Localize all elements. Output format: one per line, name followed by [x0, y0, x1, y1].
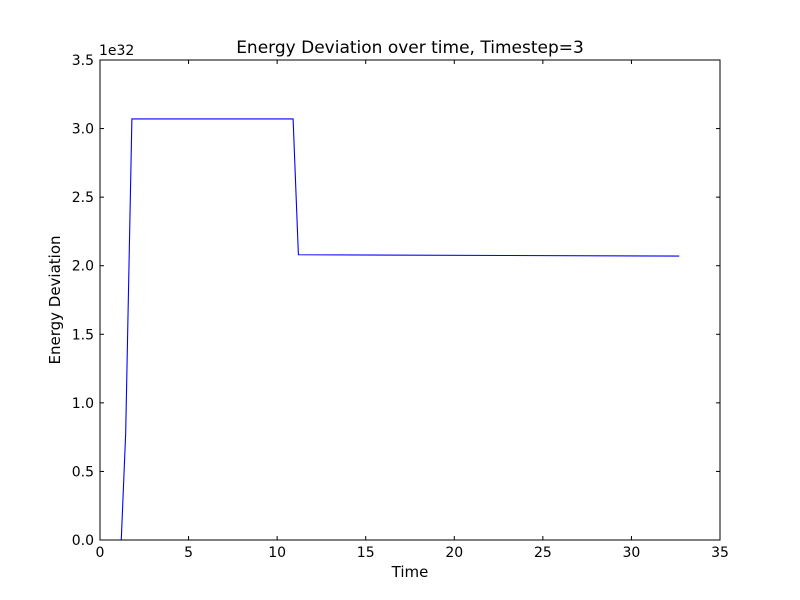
y-tick-label: 3.0: [72, 122, 94, 138]
y-tick-label: 0.0: [72, 533, 94, 549]
y-tick-label: 2.5: [72, 190, 94, 206]
x-tick-label: 10: [268, 545, 286, 561]
data-series: [100, 118, 680, 541]
x-tick-label: 0: [96, 545, 105, 561]
x-tick-label: 25: [534, 545, 552, 561]
plot-frame: [99, 59, 721, 541]
y-tick-label: 1.5: [72, 327, 94, 343]
x-tick-label: 30: [623, 545, 641, 561]
x-tick-label: 35: [711, 545, 729, 561]
x-axis-label: Time: [391, 563, 429, 581]
y-tick-label: 3.5: [72, 53, 94, 69]
y-offset-label: 1e32: [99, 43, 134, 59]
y-tick-label: 0.5: [72, 464, 94, 480]
x-tick-label: 5: [184, 545, 193, 561]
y-tick-label: 1.0: [72, 396, 94, 412]
energy-deviation-line: [100, 118, 680, 541]
chart-title: Energy Deviation over time, Timestep=3: [236, 38, 584, 58]
y-tick-label: 2.0: [72, 259, 94, 275]
axis-ticks: 0 5 10 15 20 25 30 35 0.0 0.5 1.0 1.5 2.0 2.5 3.0 3.5: [72, 53, 729, 561]
x-tick-label: 20: [445, 545, 463, 561]
y-axis-label: Energy Deviation: [46, 235, 64, 364]
x-tick-label: 15: [357, 545, 375, 561]
